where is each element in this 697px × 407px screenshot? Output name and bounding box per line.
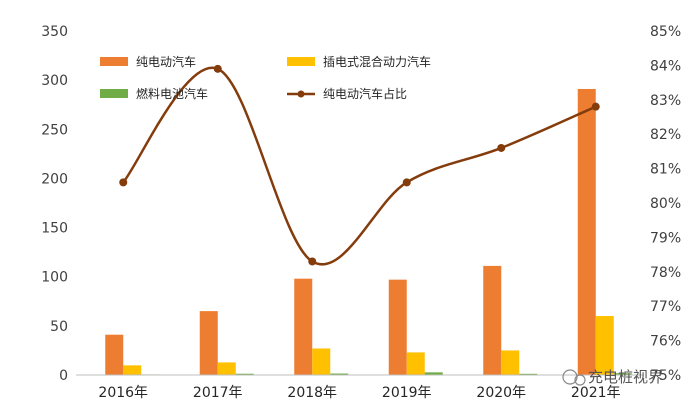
bar-1-4 <box>388 279 407 375</box>
bar-3-6 <box>613 373 632 375</box>
line-layer <box>119 64 600 266</box>
bars-layer <box>105 88 632 375</box>
legend-swatch <box>100 57 128 66</box>
bar-1-3 <box>294 278 313 375</box>
bar-1-1 <box>105 334 124 375</box>
share-point-3 <box>308 257 317 266</box>
share-point-1 <box>119 178 128 187</box>
legend-label: 纯电动汽车 <box>136 54 196 69</box>
y-left-tick: 200 <box>41 171 68 187</box>
y-right-tick: 76% <box>650 334 681 350</box>
x-tick-label: 2020年 <box>476 385 526 401</box>
legend-label: 纯电动汽车占比 <box>323 86 407 101</box>
y-right-tick: 84% <box>650 58 681 74</box>
axes-layer: 0 50 100 150 200 250 300 350 75% 76% 77% 78% 79% 80% 8… <box>41 24 681 401</box>
wechat-icon-bubble <box>574 374 586 386</box>
x-tick-label: 2016年 <box>98 385 148 401</box>
bar-1-6 <box>577 88 596 375</box>
wechat-icon <box>562 369 578 385</box>
y-right-tick: 80% <box>650 196 681 212</box>
share-point-4 <box>402 178 411 187</box>
y-right-tick: 81% <box>650 162 681 178</box>
bar-3-2 <box>235 373 254 375</box>
share-point-2 <box>213 64 222 73</box>
legend-swatch <box>287 57 315 66</box>
legend-label: 插电式混合动力汽车 <box>323 54 431 69</box>
bar-2-4 <box>406 352 425 375</box>
legend-swatch <box>100 89 128 98</box>
bar-1-2 <box>199 311 218 375</box>
y-left-tick: 100 <box>41 270 68 286</box>
y-right-tick: 77% <box>650 299 681 315</box>
x-tick-label: 2019年 <box>382 385 432 401</box>
legend-swatch-marker <box>297 90 305 98</box>
bar-2-1 <box>123 365 142 375</box>
y-left-tick: 250 <box>41 122 68 138</box>
watermark-text: 充电桩视界 <box>588 368 663 386</box>
bar-1-5 <box>483 265 502 375</box>
x-tick-label: 2018年 <box>287 385 337 401</box>
bar-2-3 <box>312 348 331 375</box>
y-left-tick: 0 <box>59 368 68 384</box>
y-right-tick: 78% <box>650 265 681 281</box>
legend-label: 燃料电池汽车 <box>136 86 208 101</box>
bar-2-2 <box>217 362 236 375</box>
share-point-6 <box>591 102 600 111</box>
bar-2-6 <box>595 316 614 375</box>
y-right-tick: 75% <box>650 368 681 384</box>
x-tick-label: 2017年 <box>193 385 243 401</box>
y-right-tick: 79% <box>650 230 681 246</box>
y-left-tick: 150 <box>41 221 68 237</box>
bar-3-5 <box>519 373 538 375</box>
x-tick-label: 2021年 <box>571 385 621 401</box>
bar-3-4 <box>424 372 443 375</box>
bar-3-3 <box>330 373 349 375</box>
y-left-tick: 300 <box>41 73 68 89</box>
bar-2-5 <box>501 350 520 375</box>
y-left-tick: 350 <box>41 24 68 40</box>
y-right-tick: 82% <box>650 127 681 143</box>
y-left-tick: 50 <box>50 319 68 335</box>
watermark: 充电桩视界 <box>562 368 663 386</box>
share-point-5 <box>497 143 506 152</box>
y-right-tick: 85% <box>650 24 681 40</box>
y-right-tick: 83% <box>650 93 681 109</box>
